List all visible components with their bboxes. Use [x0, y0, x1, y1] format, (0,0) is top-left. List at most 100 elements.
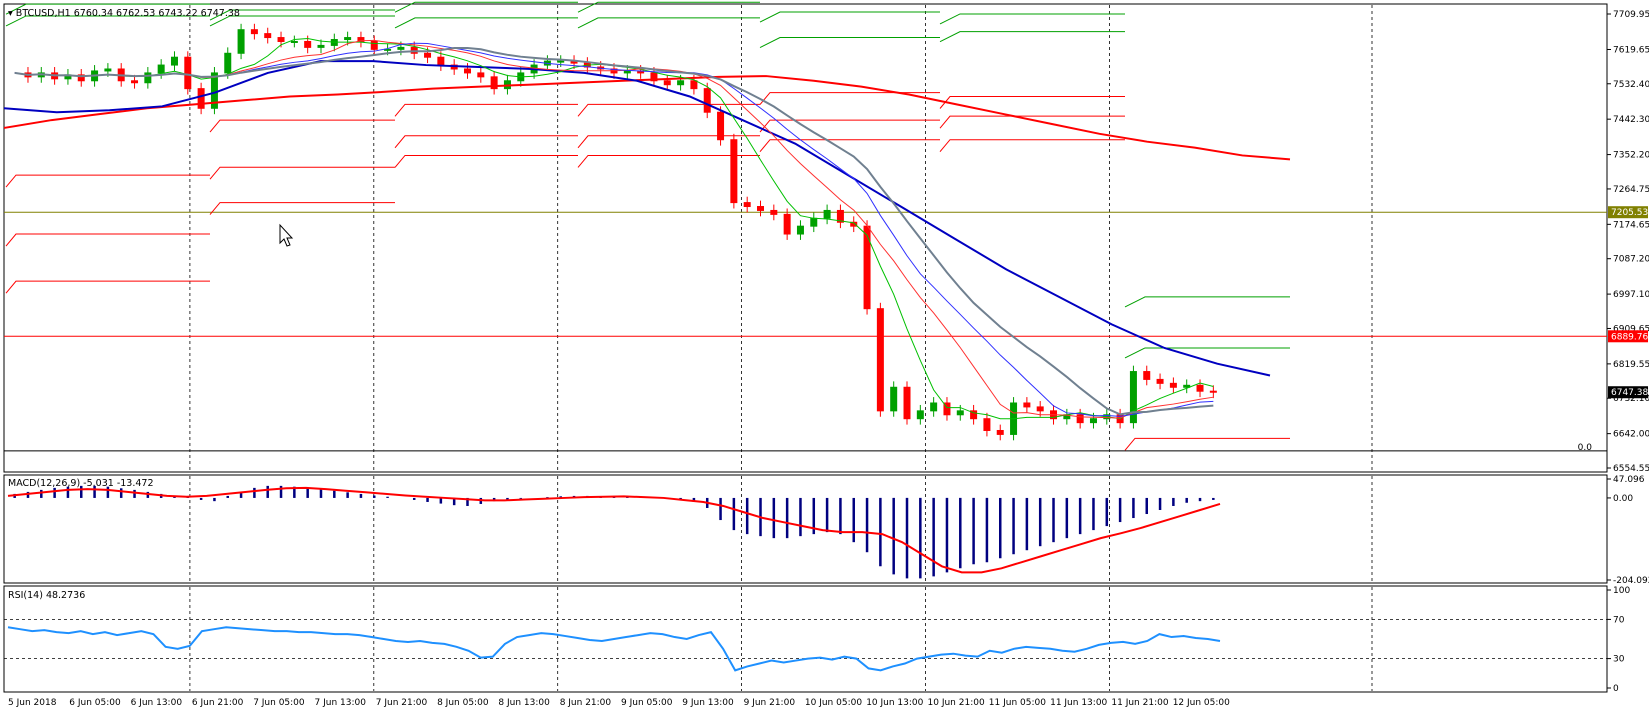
candle-body	[490, 76, 498, 90]
candle-body	[1183, 384, 1191, 388]
candle-body	[317, 44, 325, 48]
candle-body	[850, 221, 858, 227]
macd-header: MACD(12,26,9) -5.031 -13.472	[8, 478, 153, 489]
time-tick-label: 11 Jun 05:00	[989, 698, 1046, 708]
candle-body	[983, 418, 991, 431]
candle-body	[943, 402, 951, 416]
candle-body	[1169, 382, 1177, 388]
price-tick-label: 7264.75	[1613, 185, 1649, 195]
candle-body	[344, 37, 352, 41]
support-step-line	[759, 119, 940, 133]
price-tick-label: 6909.65	[1613, 324, 1649, 334]
time-tick-label: 8 Jun 13:00	[498, 698, 550, 708]
candle-body	[650, 72, 658, 82]
time-tick-label: 10 Jun 21:00	[928, 698, 985, 708]
price-tick-label: 6554.55	[1613, 464, 1649, 474]
rsi-line	[7, 626, 1221, 672]
candle-body	[1196, 384, 1204, 392]
candle-body	[157, 64, 165, 74]
support-step-line	[5, 174, 210, 188]
candle-body	[916, 410, 924, 420]
rsi-tick-label: 100	[1613, 586, 1630, 596]
candle-body	[357, 37, 365, 42]
svg-text:6889.76: 6889.76	[1611, 332, 1648, 342]
candle-body	[250, 29, 258, 35]
main-pane[interactable]: 7709.95 7619.65 7532.40 7442.30 7352.20 7264.…	[3, 1, 1649, 474]
resistance-step-line	[939, 13, 1125, 25]
price-tick-label: 6997.10	[1613, 290, 1649, 300]
time-tick-label: 5 Jun 2018	[8, 698, 57, 708]
olive-level-tag: 7205.53	[1608, 206, 1648, 219]
support-step-line	[394, 135, 578, 149]
support-step-line	[577, 103, 760, 117]
rsi-pane[interactable]: 100 70 30 0 RSI(14) 48.2736	[3, 585, 1630, 694]
resistance-step-line	[577, 17, 760, 29]
candle-body	[1036, 406, 1044, 412]
support-step-line	[759, 139, 940, 153]
candle-body	[783, 213, 791, 235]
time-tick-label: 9 Jun 05:00	[621, 698, 673, 708]
time-tick-label: 9 Jun 21:00	[744, 698, 796, 708]
candle-body	[304, 40, 312, 48]
red-level-tag: 6889.76	[1608, 330, 1648, 343]
time-tick-label: 9 Jun 13:00	[682, 698, 734, 708]
support-step-line	[939, 95, 1125, 109]
candle-body	[703, 88, 711, 113]
price-tick-label: 6819.55	[1613, 360, 1649, 370]
macd-tick-label: 0.00	[1613, 494, 1633, 504]
rsi-plot	[4, 619, 1607, 672]
candle-body	[1143, 371, 1151, 380]
candle-body	[623, 70, 631, 74]
resistance-step-line	[394, 1, 578, 13]
support-step-line	[5, 233, 210, 247]
rsi-header: RSI(14) 48.2736	[8, 590, 85, 601]
price-tick-label: 7352.20	[1613, 151, 1649, 161]
price-tick-label: 6732.10	[1613, 394, 1649, 404]
resistance-step-line	[209, 15, 395, 27]
candle-body	[1023, 402, 1031, 408]
resistance-step-line	[577, 1, 760, 13]
candle-body	[277, 37, 285, 42]
resistance-step-line	[209, 9, 395, 21]
candle-body	[384, 48, 392, 51]
resistance-step-line	[5, 3, 210, 15]
resistance-step-line	[759, 11, 940, 23]
candle-body	[397, 46, 405, 50]
price-tick-label: 7532.40	[1613, 80, 1649, 90]
support-step-line	[5, 280, 210, 294]
candle-body	[131, 80, 139, 84]
candle-body	[237, 29, 245, 54]
candle-body	[264, 33, 272, 39]
time-tick-label: 11 Jun 13:00	[1050, 698, 1107, 708]
candle-body	[823, 209, 831, 219]
price-tick-label: 7087.20	[1613, 255, 1649, 265]
mouse-cursor-icon	[279, 223, 294, 247]
macd-tick-label: -204.092	[1613, 576, 1649, 586]
candle-body	[677, 80, 685, 86]
support-step-line	[209, 119, 395, 133]
time-tick-label: 10 Jun 13:00	[866, 698, 923, 708]
candle-body	[370, 40, 378, 50]
current-price-tag: 6747.38	[1608, 386, 1648, 399]
time-tick-label: 8 Jun 21:00	[560, 698, 612, 708]
resistance-step-line	[939, 31, 1125, 43]
candle-body	[1129, 371, 1137, 424]
candle-body	[477, 72, 485, 78]
time-tick-label: 7 Jun 13:00	[315, 698, 367, 708]
support-step-line	[577, 135, 760, 149]
macd-pane[interactable]: 47.096 0.00 -204.092 MACD(12,26,9) -5.031 …	[3, 474, 1649, 586]
candle-body	[424, 52, 432, 58]
candle-body	[104, 68, 112, 72]
candle-body	[757, 206, 765, 211]
candle-body	[996, 429, 1004, 435]
price-tick-label: 7174.65	[1613, 220, 1649, 230]
candle-body	[170, 56, 178, 66]
price-tick-label: 7619.65	[1613, 45, 1649, 55]
ma-mid-line	[3, 60, 1271, 377]
symbol-label: ▾ BTCUSD,H1 6760.34 6762.53 6743.22 6747…	[8, 8, 240, 19]
support-step-line	[209, 166, 395, 180]
price-tick-label: 7709.95	[1613, 10, 1649, 20]
candle-body	[1076, 414, 1084, 424]
rsi-tick-label: 70	[1613, 615, 1625, 625]
